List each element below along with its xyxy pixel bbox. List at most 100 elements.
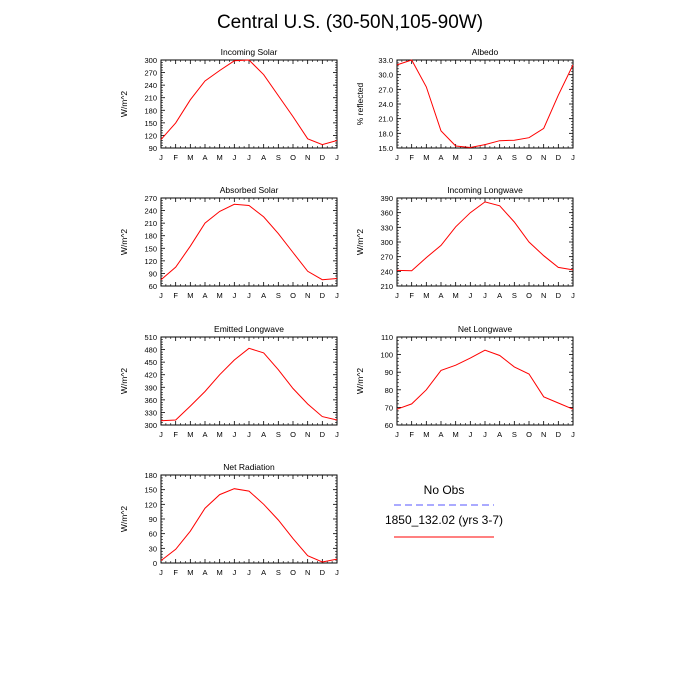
series-line-1: [160, 488, 338, 563]
y-tick-label: 420: [144, 371, 157, 380]
x-tick-label: D: [556, 291, 562, 300]
x-tick-label: J: [232, 153, 236, 162]
x-tick-label: A: [497, 153, 502, 162]
x-tick-label: J: [335, 153, 339, 162]
x-tick-label: J: [232, 291, 236, 300]
x-tick-label: J: [395, 430, 399, 439]
x-tick-label: F: [409, 153, 414, 162]
x-tick-label: J: [335, 291, 339, 300]
y-tick-label: 180: [144, 232, 157, 241]
x-tick-label: J: [395, 291, 399, 300]
x-tick-label: A: [497, 291, 502, 300]
y-tick-label: 300: [144, 421, 157, 430]
chart-title: Net Longwave: [458, 324, 513, 334]
y-axis-label: W/m^2: [119, 506, 129, 532]
y-tick-label: 150: [144, 486, 157, 495]
series-line-1: [160, 59, 338, 146]
y-tick-label: 70: [385, 403, 393, 412]
x-tick-label: J: [247, 153, 251, 162]
x-tick-label: M: [217, 430, 223, 439]
x-tick-label: J: [335, 430, 339, 439]
x-tick-label: M: [217, 153, 223, 162]
x-tick-label: S: [512, 430, 517, 439]
y-tick-label: 330: [144, 408, 157, 417]
x-tick-label: M: [453, 153, 459, 162]
x-tick-label: A: [438, 291, 443, 300]
x-tick-label: A: [438, 430, 443, 439]
x-tick-label: J: [335, 568, 339, 577]
x-tick-label: M: [217, 291, 223, 300]
x-tick-label: S: [512, 291, 517, 300]
x-tick-label: N: [541, 153, 546, 162]
chart-title: Incoming Longwave: [447, 185, 523, 195]
y-tick-label: 120: [144, 131, 157, 140]
y-tick-label: 360: [380, 209, 393, 218]
chart-title: Incoming Solar: [221, 47, 278, 57]
x-tick-label: D: [556, 153, 562, 162]
y-tick-label: 110: [381, 333, 393, 342]
x-tick-label: M: [187, 430, 193, 439]
x-tick-label: M: [187, 291, 193, 300]
x-tick-label: F: [173, 291, 178, 300]
legend: No Obs 1850_132.02 (yrs 3-7): [385, 483, 503, 538]
y-tick-label: 60: [149, 530, 157, 539]
x-tick-label: N: [305, 568, 310, 577]
x-tick-label: J: [247, 568, 251, 577]
x-tick-label: M: [423, 153, 429, 162]
x-tick-label: S: [276, 291, 281, 300]
chart-title: Absorbed Solar: [220, 185, 279, 195]
y-tick-label: 270: [380, 253, 393, 262]
x-tick-label: A: [202, 153, 207, 162]
y-tick-label: 330: [380, 223, 393, 232]
y-tick-label: 240: [144, 81, 157, 90]
y-tick-label: 270: [144, 194, 157, 203]
y-tick-label: 90: [149, 515, 157, 524]
x-tick-label: M: [217, 568, 223, 577]
x-tick-label: J: [247, 430, 251, 439]
x-tick-label: N: [305, 291, 310, 300]
x-tick-label: J: [483, 153, 487, 162]
x-tick-label: F: [409, 430, 414, 439]
y-tick-label: 80: [385, 386, 393, 395]
y-tick-label: 240: [144, 207, 157, 216]
y-tick-label: 390: [380, 194, 393, 203]
x-tick-label: J: [159, 568, 163, 577]
x-tick-label: J: [468, 291, 472, 300]
x-tick-label: A: [261, 153, 266, 162]
x-tick-label: M: [187, 153, 193, 162]
x-tick-label: S: [512, 153, 517, 162]
x-tick-label: A: [202, 291, 207, 300]
x-tick-label: J: [247, 291, 251, 300]
x-tick-label: J: [159, 291, 163, 300]
x-tick-label: N: [541, 291, 546, 300]
x-tick-label: D: [320, 153, 326, 162]
x-tick-label: F: [173, 568, 178, 577]
x-tick-label: J: [571, 153, 575, 162]
y-tick-label: 300: [144, 56, 157, 65]
y-tick-label: 30: [149, 544, 157, 553]
plot-frame: [160, 474, 338, 564]
y-tick-label: 24.0: [378, 100, 393, 109]
x-tick-label: O: [290, 568, 296, 577]
x-tick-label: J: [571, 291, 575, 300]
x-tick-label: J: [159, 430, 163, 439]
x-tick-label: J: [395, 153, 399, 162]
y-tick-label: 90: [149, 269, 157, 278]
series-line-1: [160, 347, 338, 422]
x-tick-label: M: [187, 568, 193, 577]
x-tick-label: D: [320, 568, 326, 577]
x-tick-label: J: [468, 430, 472, 439]
y-tick-label: 450: [144, 358, 157, 367]
legend-label-model: 1850_132.02 (yrs 3-7): [385, 513, 503, 527]
x-tick-label: N: [541, 430, 546, 439]
y-tick-label: 360: [144, 396, 157, 405]
y-tick-label: 30.0: [378, 71, 393, 80]
x-tick-label: O: [290, 430, 296, 439]
y-tick-label: 60: [149, 282, 157, 291]
series-line-1: [396, 349, 574, 410]
